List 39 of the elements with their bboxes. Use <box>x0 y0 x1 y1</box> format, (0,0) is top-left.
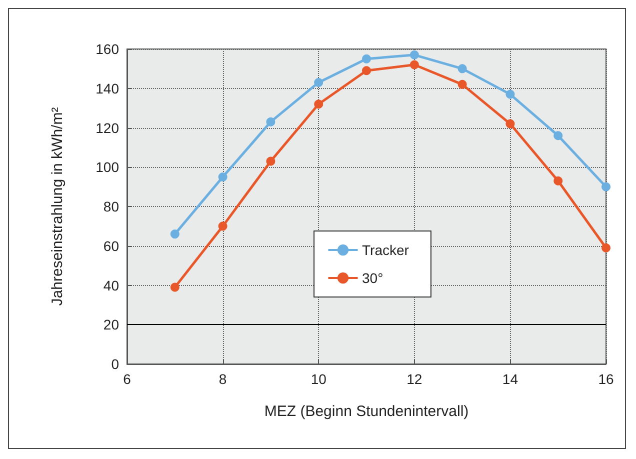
y-tick-label: 100 <box>96 159 120 176</box>
y-tick-label: 160 <box>96 41 120 57</box>
x-axis-title: MEZ (Beginn Stundenintervall) <box>264 403 469 420</box>
x-tick-label: 16 <box>598 371 614 387</box>
x-tick-label: 6 <box>123 371 132 387</box>
point <box>362 54 371 64</box>
point <box>602 182 610 192</box>
x-tick-label: 10 <box>310 371 327 387</box>
point <box>314 100 324 109</box>
y-tick-label: 60 <box>103 238 120 254</box>
y-axis-title: Jahreseinstrahlung in kWh/m² <box>49 107 66 306</box>
point <box>410 60 419 70</box>
point <box>554 131 563 140</box>
point <box>314 78 324 87</box>
point <box>506 90 515 99</box>
point <box>218 172 228 182</box>
point <box>266 156 276 166</box>
x-tick-label: 12 <box>406 371 422 387</box>
point <box>506 119 515 128</box>
point <box>602 243 610 252</box>
x-tick-label: 8 <box>218 371 227 387</box>
point <box>362 66 371 76</box>
y-tick-label: 80 <box>103 198 120 214</box>
point <box>410 50 419 60</box>
point <box>218 222 228 231</box>
legend-label: Tracker <box>362 242 410 258</box>
legend-label: 30° <box>362 270 384 286</box>
point <box>170 230 180 239</box>
y-tick-label: 120 <box>96 120 120 136</box>
point <box>458 64 467 74</box>
point <box>458 80 467 89</box>
point <box>554 176 563 186</box>
y-tick-label: 0 <box>111 356 120 372</box>
point <box>170 282 180 292</box>
y-tick-label: 40 <box>103 277 120 294</box>
y-tick-label: 140 <box>96 80 120 96</box>
x-tick-label: 14 <box>502 371 518 387</box>
point <box>266 117 276 126</box>
y-tick-label: 20 <box>103 316 120 333</box>
